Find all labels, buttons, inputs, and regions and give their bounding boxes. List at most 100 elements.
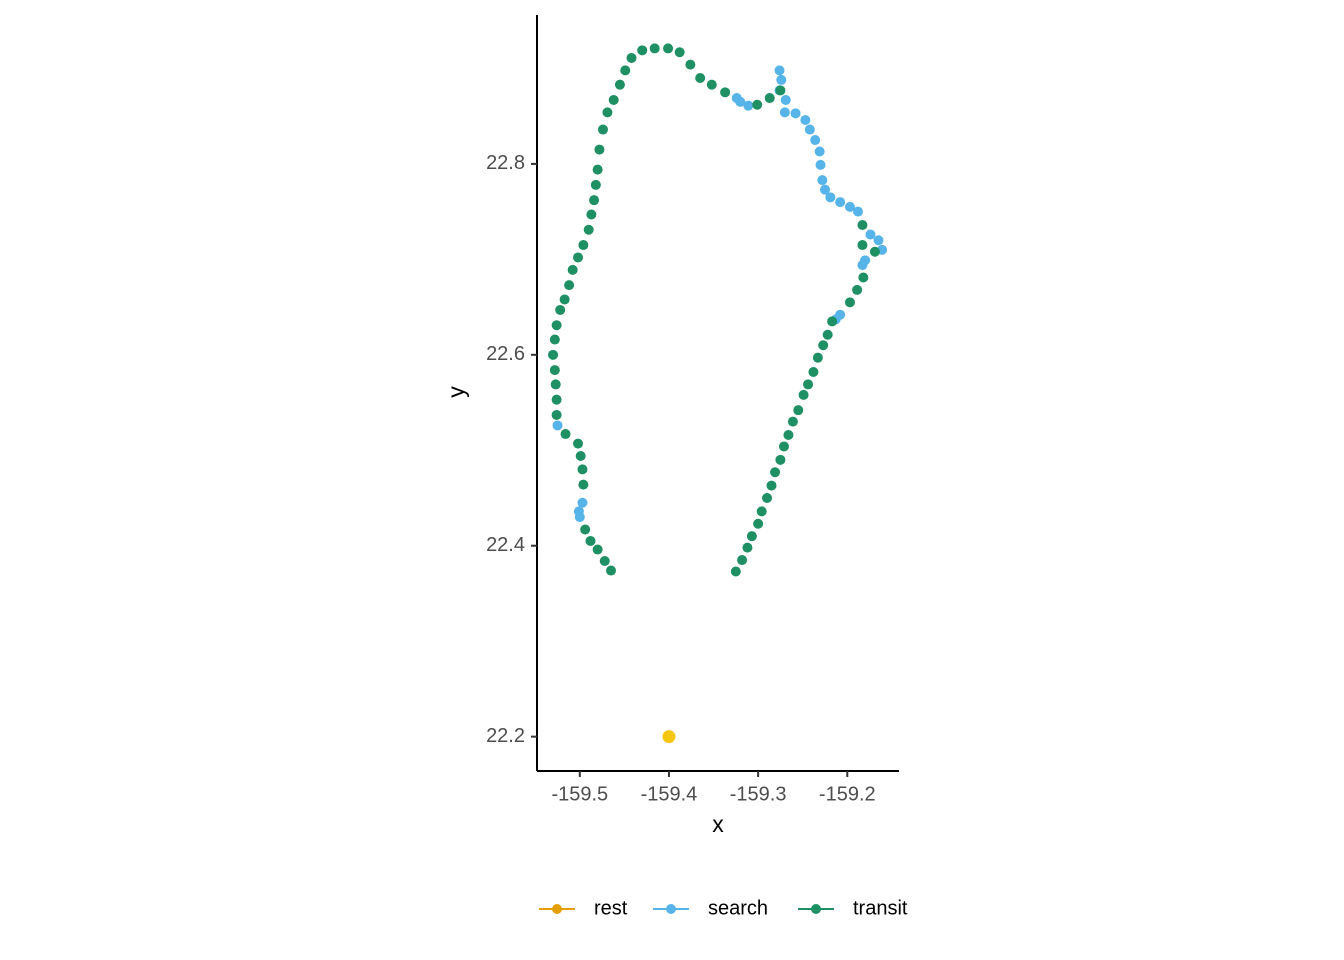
- legend-key-point: [552, 904, 562, 914]
- point: [674, 47, 685, 58]
- point: [606, 565, 617, 576]
- point: [649, 43, 660, 54]
- point: [779, 107, 790, 118]
- point: [844, 201, 855, 212]
- point: [865, 229, 876, 240]
- point: [637, 45, 648, 56]
- point: [770, 467, 781, 478]
- point: [776, 74, 787, 85]
- x-tick-label: -159.4: [641, 783, 698, 805]
- point: [793, 405, 804, 416]
- point: [815, 159, 826, 170]
- point: [583, 224, 594, 235]
- point: [742, 542, 753, 553]
- point: [573, 438, 584, 449]
- point: [780, 94, 791, 105]
- point: [752, 99, 763, 110]
- point: [787, 416, 798, 427]
- point: [783, 430, 794, 440]
- y-tick-label: 22.8: [486, 152, 525, 174]
- point: [873, 235, 884, 246]
- point: [835, 197, 846, 208]
- point: [578, 240, 589, 251]
- point: [560, 429, 571, 440]
- point: [549, 334, 560, 345]
- point: [844, 297, 855, 308]
- legend-label: transit: [853, 897, 908, 919]
- legend-label: rest: [594, 897, 628, 919]
- x-tick-label: -159.3: [730, 783, 787, 805]
- point: [573, 506, 584, 517]
- point: [730, 566, 741, 577]
- point: [602, 107, 613, 118]
- point: [573, 252, 584, 263]
- point: [819, 184, 830, 195]
- point: [577, 497, 588, 508]
- point: [550, 379, 561, 390]
- point: [549, 365, 560, 376]
- point: [599, 556, 610, 566]
- point: [564, 280, 575, 291]
- point: [548, 349, 559, 360]
- point: [626, 52, 637, 63]
- point: [790, 108, 801, 119]
- point: [814, 146, 825, 157]
- y-tick-label: 22.2: [486, 725, 525, 747]
- point: [800, 115, 811, 125]
- point: [552, 420, 563, 431]
- point: [857, 240, 868, 251]
- point: [756, 506, 767, 517]
- point: [818, 340, 829, 351]
- point: [597, 124, 608, 135]
- point: [589, 195, 600, 206]
- point: [753, 518, 764, 529]
- point: [695, 73, 706, 83]
- point: [614, 79, 625, 90]
- point: [586, 209, 597, 220]
- point: [774, 65, 785, 76]
- point: [551, 394, 562, 405]
- y-tick-label: 22.4: [486, 534, 525, 556]
- point: [857, 220, 868, 230]
- highlight-point: [662, 730, 676, 744]
- point: [575, 451, 586, 461]
- point: [858, 272, 869, 283]
- point: [869, 246, 880, 257]
- point: [706, 79, 717, 90]
- point: [551, 320, 562, 331]
- point: [762, 493, 773, 503]
- point: [620, 65, 631, 76]
- point: [555, 304, 566, 315]
- point: [720, 87, 731, 98]
- y-axis-title: y: [443, 386, 469, 398]
- point: [578, 479, 589, 490]
- point: [551, 409, 562, 420]
- point: [743, 100, 754, 111]
- point: [663, 43, 674, 54]
- point: [798, 389, 809, 400]
- point: [775, 85, 786, 96]
- point: [590, 179, 601, 190]
- point: [577, 464, 588, 475]
- x-tick-label: -159.2: [819, 783, 876, 805]
- point: [803, 379, 814, 390]
- point: [775, 454, 786, 465]
- x-axis-title: x: [712, 811, 724, 837]
- point: [592, 544, 603, 555]
- x-tick-label: -159.5: [551, 783, 608, 805]
- point: [567, 264, 578, 275]
- point: [852, 206, 863, 217]
- point: [822, 329, 833, 340]
- point: [580, 524, 591, 535]
- point: [808, 367, 819, 377]
- legend-label: search: [708, 897, 768, 919]
- point: [559, 294, 570, 305]
- point: [737, 555, 748, 566]
- point: [778, 441, 789, 452]
- point: [585, 535, 596, 546]
- point: [810, 135, 821, 146]
- point: [608, 94, 619, 105]
- point: [825, 192, 836, 203]
- point: [746, 531, 757, 542]
